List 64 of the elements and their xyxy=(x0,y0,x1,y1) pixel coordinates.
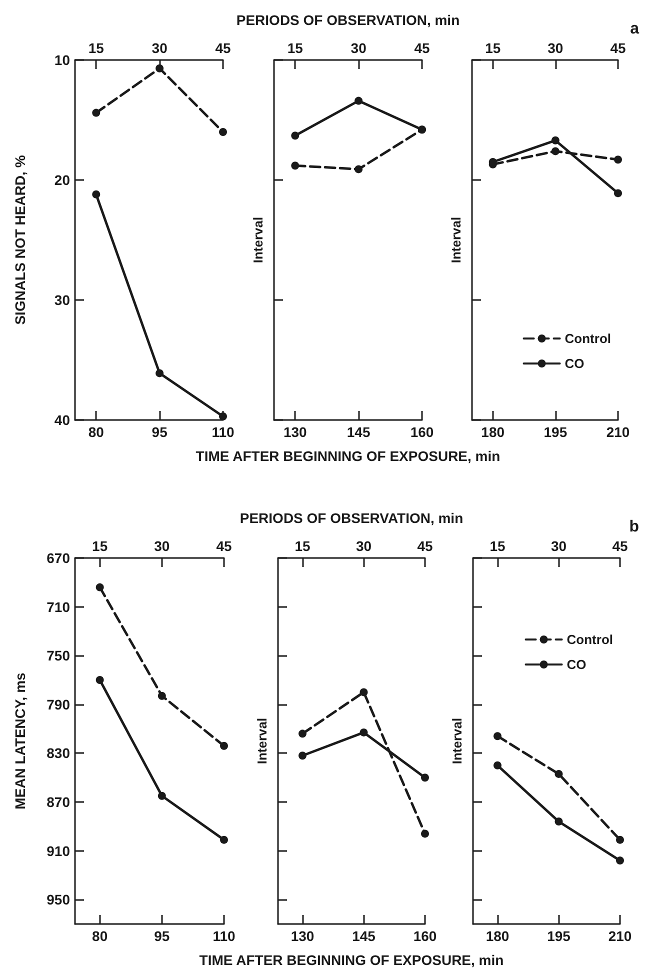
legend-label: CO xyxy=(564,356,584,371)
y-tick-label: 870 xyxy=(46,794,70,810)
x2-tick-label: 15 xyxy=(88,40,104,56)
y-tick-label: 710 xyxy=(46,598,70,615)
x2-tick-label: 45 xyxy=(612,538,628,554)
text: Interval xyxy=(250,216,266,264)
y-tick-label: 750 xyxy=(46,648,70,664)
text: Interval xyxy=(450,718,464,764)
x-tick-label: 195 xyxy=(544,424,568,440)
x-tick-label: 195 xyxy=(547,928,571,944)
legend-label: Control xyxy=(566,632,614,647)
x2-tick-label: 30 xyxy=(152,40,168,56)
x2-tick-label: 45 xyxy=(417,538,433,554)
y-axis-title: MEAN LATENCY, ms xyxy=(12,672,28,810)
x2-tick-label: 30 xyxy=(548,40,564,56)
x2-tick-label: 45 xyxy=(215,40,231,56)
x2-tick-label: 30 xyxy=(356,538,372,554)
x-tick-label: 210 xyxy=(606,424,630,440)
x-tick-label: 180 xyxy=(486,928,510,944)
x2-tick-label: 30 xyxy=(550,538,567,554)
x-tick-label: 110 xyxy=(212,928,236,944)
legend-label: CO xyxy=(566,657,586,672)
x-axis-title: TIME AFTER BEGINNING OF EXPOSURE, min xyxy=(194,448,502,464)
x-axis-title: TIME AFTER BEGINNING OF EXPOSURE, min xyxy=(198,952,505,968)
y-tick-label: 790 xyxy=(46,696,70,712)
x-tick-label: 110 xyxy=(212,424,235,440)
chart-title: a xyxy=(630,20,640,38)
y-tick-label: 910 xyxy=(46,842,70,859)
x-tick-label: 145 xyxy=(352,928,376,944)
text: Interval xyxy=(448,216,464,264)
text: Interval xyxy=(254,718,270,764)
x-tick-label: 160 xyxy=(410,424,434,440)
x2-tick-label: 30 xyxy=(350,40,367,56)
y-tick-label: 40 xyxy=(54,412,70,428)
x-tick-label: 210 xyxy=(608,928,632,944)
x2-tick-label: 15 xyxy=(92,538,108,554)
x-tick-label: 180 xyxy=(481,424,505,440)
x2-tick-label: 15 xyxy=(490,538,506,554)
x2-tick-label: 15 xyxy=(485,40,501,56)
x2-tick-label: 15 xyxy=(294,538,310,554)
x-tick-label: 130 xyxy=(283,424,308,440)
y-tick-label: 30 xyxy=(54,292,70,308)
y-axis-title: SIGNALS NOT HEARD, % xyxy=(12,154,28,325)
x2-axis-title: PERIODS OF OBSERVATION, min xyxy=(238,510,464,526)
x2-tick-label: 15 xyxy=(287,40,304,56)
x2-tick-label: 45 xyxy=(414,40,430,56)
x2-axis-title: PERIODS OF OBSERVATION, min xyxy=(235,12,461,28)
x-tick-label: 160 xyxy=(413,928,437,944)
x-tick-label: 80 xyxy=(92,928,108,944)
y-tick-label: 10 xyxy=(54,52,70,68)
y-tick-label: 830 xyxy=(46,745,70,762)
x2-tick-label: 45 xyxy=(610,40,626,56)
x-tick-label: 145 xyxy=(346,424,370,440)
x2-tick-label: 30 xyxy=(154,538,170,554)
y-tick-label: 950 xyxy=(46,892,70,908)
y-tick-label: 670 xyxy=(46,550,70,566)
y-tick-label: 20 xyxy=(54,172,70,188)
legend-label: Control xyxy=(564,331,612,346)
chart-title: b xyxy=(629,518,640,536)
x-tick-label: 95 xyxy=(154,928,170,944)
x2-tick-label: 45 xyxy=(216,538,232,554)
x-tick-label: 95 xyxy=(152,424,168,440)
x-tick-label: 130 xyxy=(290,928,314,944)
x-tick-label: 80 xyxy=(88,424,104,440)
